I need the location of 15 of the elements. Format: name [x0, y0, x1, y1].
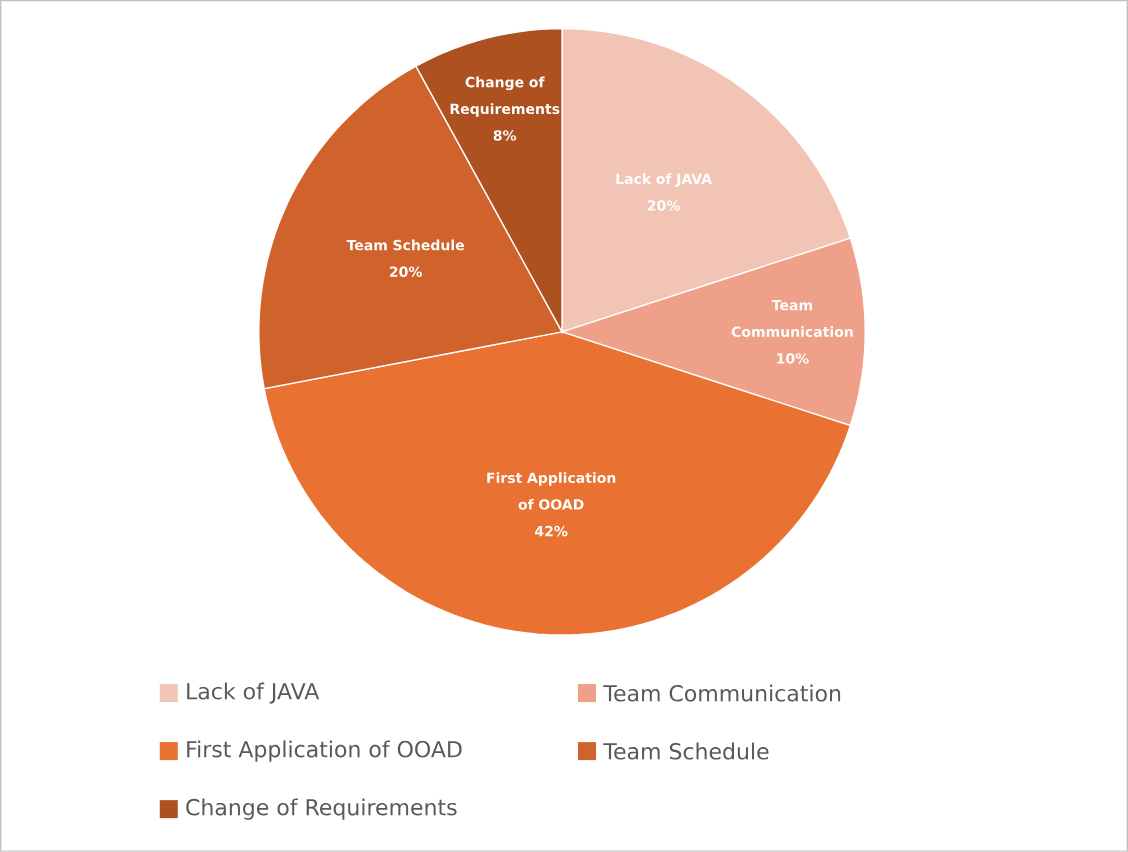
- slice-label: Lack of JAVA: [616, 173, 712, 187]
- slice-label: Change of Requirements: [450, 76, 560, 117]
- slice-label: Team Schedule: [346, 239, 464, 251]
- slice-label: Team Communication: [731, 300, 853, 338]
- legend-label: First Application of OOAD: [187, 740, 462, 762]
- data-label: 42%: [535, 525, 568, 537]
- data-label: 20%: [647, 200, 680, 211]
- data-label: 20%: [389, 266, 422, 278]
- legend-label: Change of Requirements: [186, 798, 457, 820]
- legend-label: Team Schedule: [603, 742, 769, 760]
- legend-label: Team Communication: [603, 684, 841, 702]
- data-label: 10%: [777, 353, 809, 364]
- slice-label: First Application of OOAD: [487, 472, 616, 510]
- data-label: 8%: [493, 130, 517, 141]
- legend-label: Lack of JAVA: [187, 682, 320, 704]
